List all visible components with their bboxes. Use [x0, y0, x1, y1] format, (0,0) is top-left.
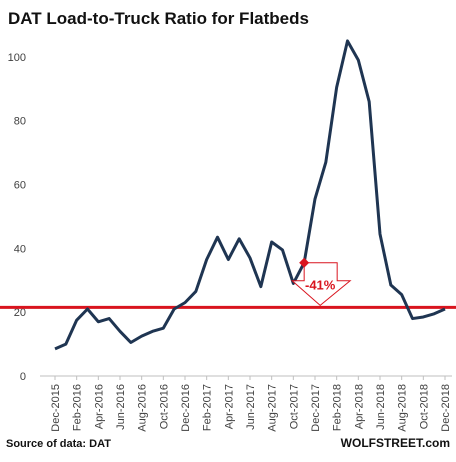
x-tick-label: Feb-2016	[72, 384, 84, 431]
x-tick-label: Jun-2018	[375, 384, 387, 430]
x-tick-label: Feb-2017	[202, 384, 214, 431]
x-tick-label: Oct-2016	[158, 384, 170, 429]
x-tick-label: Jun-2016	[115, 384, 127, 430]
x-tick-label: Jun-2017	[245, 384, 257, 430]
y-tick-label: 60	[14, 180, 26, 192]
x-tick-label: Dec-2018	[440, 384, 452, 432]
x-tick-label: Apr-2017	[223, 384, 235, 429]
brand: WOLFSTREET.com	[341, 436, 450, 450]
y-tick-label: 40	[14, 243, 26, 255]
source: Source of data: DAT	[6, 438, 111, 450]
x-tick-label: Dec-2016	[180, 384, 192, 432]
x-tick-label: Apr-2016	[93, 384, 105, 429]
x-tick-label: Oct-2017	[288, 384, 300, 429]
arrow-callout	[290, 262, 352, 307]
y-tick-label: 80	[14, 116, 26, 128]
data-line	[54, 39, 446, 351]
annotation: -41%	[305, 278, 336, 293]
marker	[299, 257, 310, 268]
x-tick-label: Dec-2017	[310, 384, 322, 432]
x-tick-label: Feb-2018	[332, 384, 344, 431]
chart-title: DAT Load-to-Truck Ratio for Flatbeds	[8, 9, 309, 28]
x-tick-label: Oct-2018	[418, 384, 430, 429]
x-tick-label: Dec-2015	[50, 384, 62, 432]
x-tick-label: Aug-2018	[397, 384, 409, 432]
x-tick-label: Aug-2016	[137, 384, 149, 432]
y-tick-label: 0	[20, 371, 26, 383]
y-tick-label: 20	[14, 307, 26, 319]
x-tick-label: Aug-2017	[267, 384, 279, 432]
x-tick-label: Apr-2018	[353, 384, 365, 429]
y-tick-label: 100	[8, 52, 26, 64]
